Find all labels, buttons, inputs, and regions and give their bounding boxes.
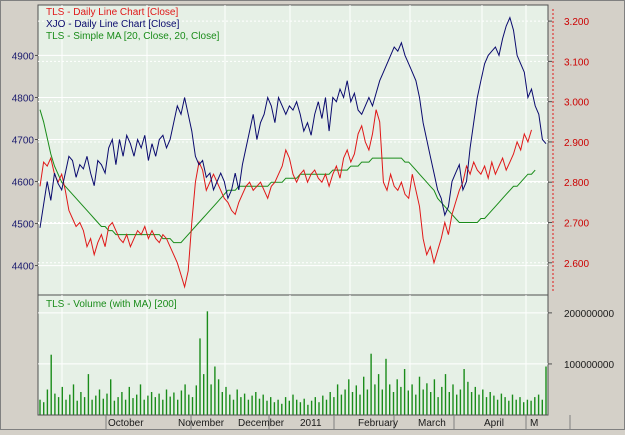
tls-tick-label: 2.600: [564, 259, 589, 270]
tls-tick-label: 3.000: [564, 98, 589, 109]
x-tick-label: October: [108, 418, 144, 429]
tls-ma-line: [39, 109, 536, 244]
x-tick-label: February: [358, 418, 398, 429]
tls-axis: 2.600 2.700 2.800 2.900 3.000 3.100 3.200: [548, 9, 589, 291]
volume-grid: [38, 312, 548, 365]
tls-tick-label: 2.800: [564, 178, 589, 189]
legend-tls-line: TLS - Daily Line Chart [Close]: [46, 7, 178, 18]
x-tick-label: December: [238, 418, 285, 429]
price-panel: [37, 4, 549, 296]
xjo-tick-label: 4700: [12, 135, 35, 146]
x-tick-label: April: [484, 418, 504, 429]
xjo-tick-label: 4800: [12, 93, 35, 104]
xjo-axis: 4400 4500 4600 4700 4800 4900: [12, 51, 38, 273]
x-tick-label: 2011: [300, 418, 322, 429]
volume-vertical-grid: [61, 295, 527, 415]
x-tick-label: M: [530, 418, 538, 429]
legend-xjo-line: XJO - Daily Line Chart [Close]: [46, 19, 180, 30]
price-grid: [38, 20, 548, 267]
x-axis-band: [38, 415, 548, 429]
xjo-tick-label: 4600: [12, 178, 35, 189]
xjo-tick-label: 4900: [12, 51, 35, 62]
price-series: [39, 16, 547, 289]
x-axis: October November December 2011 February March…: [105, 415, 571, 429]
tls-tick-label: 2.700: [564, 219, 589, 230]
tls-line: [39, 109, 532, 289]
volume-axis: 100000000 200000000: [548, 309, 614, 371]
legend-tls-ma: TLS - Simple MA [20, Close, 20, Close]: [46, 31, 220, 42]
xjo-line: [39, 16, 547, 228]
volume-tick-label: 200000000: [564, 309, 614, 320]
tls-tick-label: 2.900: [564, 138, 589, 149]
xjo-tick-label: 4500: [12, 220, 35, 231]
x-tick-label: March: [418, 418, 446, 429]
volume-tick-label: 100000000: [564, 360, 614, 371]
tls-tick-label: 3.200: [564, 17, 589, 28]
xjo-tick-label: 4400: [12, 262, 35, 273]
x-tick-label: November: [178, 418, 225, 429]
tls-tick-label: 3.100: [564, 57, 589, 68]
legend-volume: TLS - Volume (with MA) [200]: [46, 299, 177, 310]
volume-bars: [39, 311, 547, 415]
